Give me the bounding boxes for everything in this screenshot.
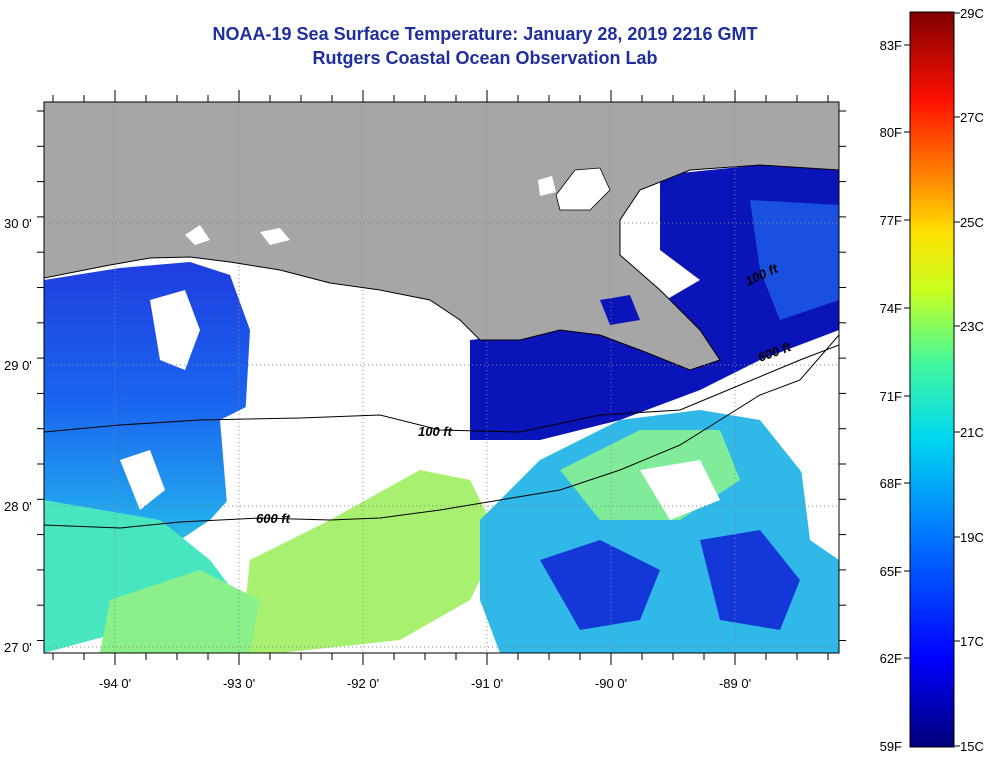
- colorbar: [909, 11, 955, 748]
- graticule: [44, 102, 839, 653]
- isobath-600ft-line: [44, 334, 839, 529]
- colorbar-c-label: 23C: [960, 319, 984, 334]
- longitude-label: -92 0': [347, 676, 379, 691]
- colorbar-c-label: 25C: [960, 215, 984, 230]
- colorbar-c-label: 15C: [960, 739, 984, 754]
- colorbar-f-label: 68F: [880, 476, 902, 491]
- cloud-gap: [640, 460, 720, 520]
- lake: [660, 175, 730, 215]
- colorbar-f-label: 74F: [880, 301, 902, 316]
- longitude-label: -94 0': [99, 676, 131, 691]
- mississippi-plume: [750, 200, 839, 320]
- colorbar-f-label: 80F: [880, 125, 902, 140]
- chart-title: NOAA-19 Sea Surface Temperature: January…: [212, 24, 758, 44]
- latitude-label: 29 0': [4, 358, 32, 373]
- latitude-label: 28 0': [4, 499, 32, 514]
- southwest-warm-water: [100, 570, 260, 653]
- colorbar-f-label: 77F: [880, 213, 902, 228]
- colorbar-c-label: 29C: [960, 6, 984, 21]
- lake: [185, 225, 210, 245]
- colorbar-c-label: 27C: [960, 110, 984, 125]
- cloud-gap: [120, 450, 165, 510]
- cloud-gap: [800, 450, 839, 560]
- longitude-label: -90 0': [595, 676, 627, 691]
- latitude-label: 27 0': [4, 640, 32, 655]
- colorbar-f-label: 62F: [880, 651, 902, 666]
- cloud-gap: [220, 380, 330, 540]
- colorbar-ticks: [904, 12, 960, 747]
- central-warm-water: [240, 470, 500, 653]
- longitude-label: -93 0': [223, 676, 255, 691]
- axis-ticks: [37, 90, 846, 665]
- map-border: [43, 101, 840, 654]
- eddy-cold-water: [540, 540, 660, 630]
- land: [44, 102, 839, 371]
- chart-subtitle: Rutgers Coastal Ocean Observation Lab: [312, 48, 658, 68]
- southwest-water: [44, 500, 240, 653]
- isobath-100ft-line: [44, 344, 839, 433]
- colorbar-c-label: 21C: [960, 425, 984, 440]
- colorbar-f-label: 65F: [880, 564, 902, 579]
- western-shelf-water: [44, 262, 255, 580]
- isobath-label: 100 ft: [418, 424, 453, 439]
- lake: [555, 167, 611, 211]
- isobath-label: 600 ft: [256, 511, 291, 526]
- lake: [600, 295, 640, 325]
- colorbar-f-label: 59F: [880, 739, 902, 754]
- longitude-label: -91 0': [471, 676, 503, 691]
- colorbar-c-label: 17C: [960, 634, 984, 649]
- lake: [538, 176, 556, 196]
- longitude-label: -89 0': [719, 676, 751, 691]
- colorbar-f-label: 83F: [880, 38, 902, 53]
- lake: [260, 228, 290, 245]
- colorbar-c-label: 19C: [960, 530, 984, 545]
- eddy-cold-water: [700, 530, 800, 630]
- cloud-gap: [150, 290, 200, 370]
- latitude-label: 30 0': [4, 216, 32, 231]
- colorbar-f-label: 71F: [880, 389, 902, 404]
